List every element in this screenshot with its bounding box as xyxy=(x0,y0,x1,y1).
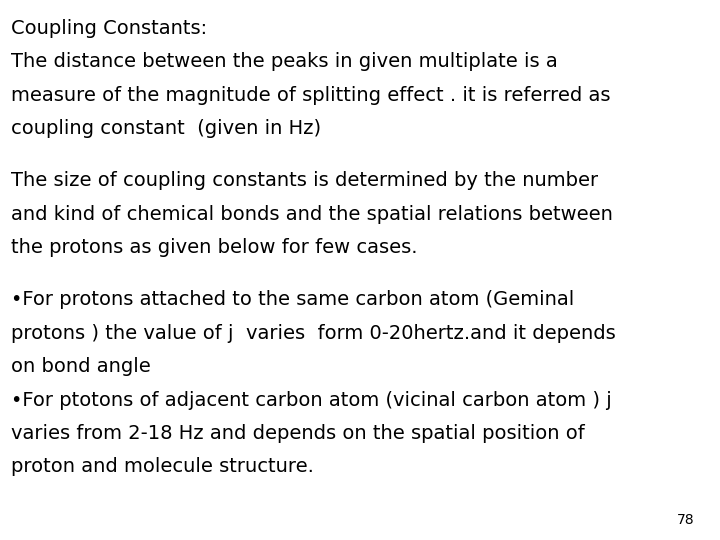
Text: protons ) the value of j  varies  form 0-20hertz.and it depends: protons ) the value of j varies form 0-2… xyxy=(11,323,616,342)
Text: the protons as given below for few cases.: the protons as given below for few cases… xyxy=(11,238,418,257)
Text: varies from 2-18 Hz and depends on the spatial position of: varies from 2-18 Hz and depends on the s… xyxy=(11,424,585,443)
Text: •For ptotons of adjacent carbon atom (vicinal carbon atom ) j: •For ptotons of adjacent carbon atom (vi… xyxy=(11,390,611,409)
Text: The size of coupling constants is determined by the number: The size of coupling constants is determ… xyxy=(11,171,598,190)
Text: on bond angle: on bond angle xyxy=(11,357,150,376)
Text: proton and molecule structure.: proton and molecule structure. xyxy=(11,457,314,476)
Text: The distance between the peaks in given multiplate is a: The distance between the peaks in given … xyxy=(11,52,557,71)
Text: 78: 78 xyxy=(678,512,695,526)
Text: measure of the magnitude of splitting effect . it is referred as: measure of the magnitude of splitting ef… xyxy=(11,86,611,105)
Text: •For protons attached to the same carbon atom (Geminal: •For protons attached to the same carbon… xyxy=(11,290,574,309)
Text: coupling constant  (given in Hz): coupling constant (given in Hz) xyxy=(11,119,321,138)
Text: and kind of chemical bonds and the spatial relations between: and kind of chemical bonds and the spati… xyxy=(11,205,613,224)
Text: Coupling Constants:: Coupling Constants: xyxy=(11,19,207,38)
